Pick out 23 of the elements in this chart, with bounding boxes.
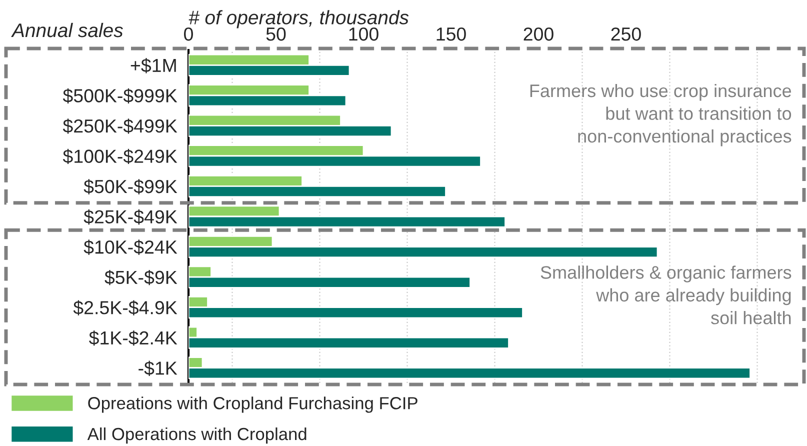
y-tick-label: $25K-$49K — [84, 209, 178, 225]
y-tick-label: $2.5K-$4.9K — [73, 300, 178, 316]
y-tick-label: $10K-$24K — [84, 240, 178, 255]
legend-label: Opreations with Cropland Furchasing FCIP — [88, 396, 418, 413]
annotation: Smallholders & organic farmers who are already building soil health — [540, 266, 792, 324]
y-tick-label: -$1K — [138, 360, 178, 376]
x-tick-label: 250 — [611, 27, 641, 41]
y-tick-label: $100K-$249K — [62, 148, 178, 164]
x-tick-label: 50 — [266, 27, 286, 41]
y-tick-label: $5K-$9K — [104, 270, 178, 286]
legend-label: All Operations with Cropland — [87, 427, 306, 444]
x-tick-label: 0 — [184, 27, 193, 41]
y-tick-label: +$1M — [130, 58, 176, 74]
x-tick-label: 150 — [436, 27, 466, 41]
x-axis-title: # of operators, thousands — [188, 10, 409, 28]
x-tick-label: 100 — [349, 27, 378, 41]
y-axis-title: Annual sales — [11, 22, 123, 38]
y-tick-label: $500K-$999K — [62, 88, 178, 104]
y-tick-label: $50K-$99K — [84, 179, 178, 194]
y-tick-label: $1K-$2.4K — [88, 330, 178, 346]
x-tick-label: 200 — [524, 27, 554, 41]
y-tick-label: $250K-$499K — [62, 118, 178, 134]
annotation: Farmers who use crop insurance but want to transition to non-conventional practices — [530, 84, 792, 146]
